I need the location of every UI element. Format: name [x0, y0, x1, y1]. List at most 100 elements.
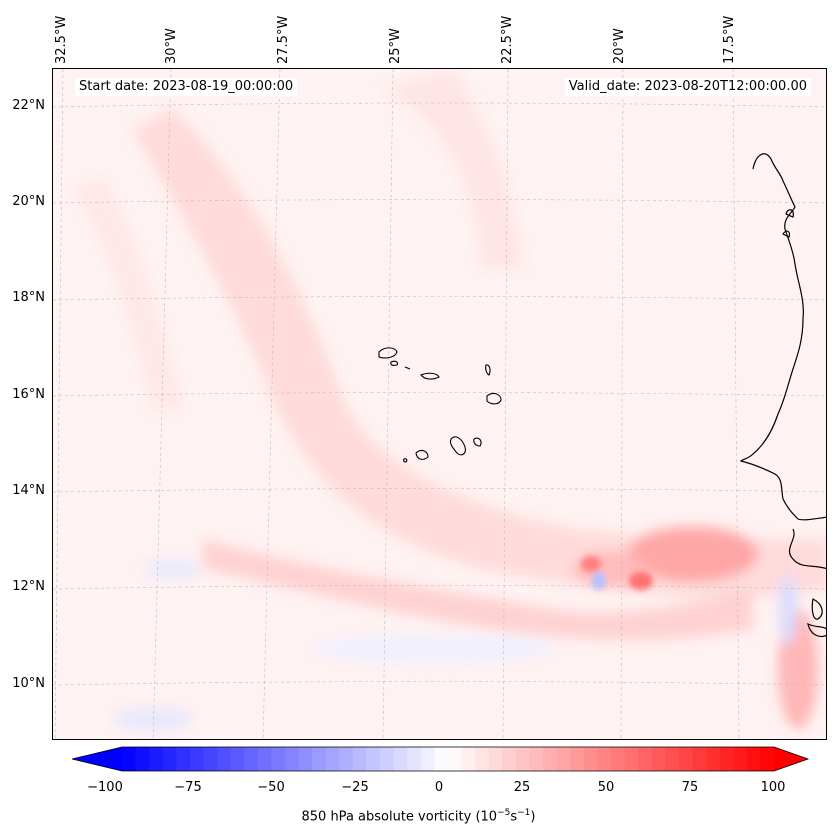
vorticity-band-nw: [133, 109, 826, 598]
lon-label-30w: 30°W: [164, 28, 179, 64]
vorticity-peak-b: [581, 556, 601, 572]
vorticity-map: [53, 69, 826, 739]
colorbar-segment: [692, 747, 707, 771]
colorbar-segment: [624, 747, 639, 771]
island-sao-nicolau: [420, 372, 440, 380]
colorbar-segment: [122, 747, 137, 771]
valid-date-label: Valid_date: 2023-08-20T12:00:00.00: [564, 78, 811, 96]
colorbar-segment: [678, 747, 694, 771]
lat-label-22n: 22°N: [12, 98, 45, 113]
colorbar-segment: [706, 747, 721, 771]
lat-label-10n: 10°N: [12, 676, 45, 691]
island-maio: [473, 437, 482, 447]
vorticity-band-west: [73, 179, 183, 409]
colorbar-segment: [189, 747, 205, 771]
colorbar-segment: [515, 747, 531, 771]
lon-label-27-5w: 27.5°W: [276, 15, 291, 64]
colorbar-tick-100: 100: [760, 780, 786, 795]
colorbar-tick-0: 0: [434, 780, 444, 795]
negative-vorticity-far-south: [113, 707, 193, 731]
gridlines: [53, 69, 826, 739]
vorticity-band-north: [383, 69, 523, 269]
colorbar-segment: [325, 747, 340, 771]
lon-label-20w: 20°W: [612, 28, 627, 64]
colorbar-segment: [448, 747, 463, 771]
lon-label-22-5w: 22.5°W: [500, 15, 515, 64]
island-boa-vista: [486, 392, 502, 405]
colorbar-segment: [339, 747, 354, 771]
colorbar-segment: [162, 747, 177, 771]
lat-label-14n: 14°N: [12, 483, 45, 498]
colorbar-segment: [271, 747, 286, 771]
colorbar-segment: [135, 747, 150, 771]
coastline: [739, 153, 826, 638]
colorbar-low-arrow: [72, 747, 122, 771]
colorbar-segment: [611, 747, 626, 771]
colorbar-segment: [461, 747, 476, 771]
colorbar-segment: [529, 747, 544, 771]
colorbar-segment: [203, 747, 218, 771]
colorbar-segment: [488, 747, 503, 771]
colorbar-tick-75: 75: [681, 780, 699, 795]
colorbar-tick-25: 25: [513, 780, 531, 795]
start-date-label: Start date: 2023-08-19_00:00:00: [75, 78, 298, 96]
colorbar-high-arrow: [774, 747, 808, 771]
vorticity-core-east: [628, 526, 758, 582]
colorbar-segment: [420, 747, 436, 771]
negative-vorticity-south: [313, 635, 553, 663]
lon-label-17-5w: 17.5°W: [722, 15, 737, 64]
colorbar-segment: [556, 747, 571, 771]
colorbar-tick-50: 50: [597, 780, 615, 795]
vorticity-peak-a: [629, 572, 653, 590]
negative-vorticity-coast: [778, 574, 798, 644]
colorbar-tick-minus-100: −100: [87, 780, 123, 795]
island-sal: [485, 364, 491, 376]
colorbar-outline: [71, 746, 810, 772]
colorbar-segment: [583, 747, 599, 771]
coastline-africa: [739, 153, 826, 521]
island-brava: [403, 458, 408, 463]
colorbar-segment: [719, 747, 734, 771]
negative-vorticity-peak: [592, 572, 606, 590]
vorticity-band-south: [203, 539, 753, 640]
colorbar-segment: [244, 747, 259, 771]
colorbar-segment: [285, 747, 300, 771]
colorbar-tick-minus-25: −25: [341, 780, 369, 795]
colorbar-segments: [122, 747, 775, 771]
colorbar-segment: [638, 747, 653, 771]
colorbar-segment: [733, 747, 748, 771]
colorbar-segment: [760, 747, 775, 771]
colorbar-segment: [393, 747, 408, 771]
colorbar-segment: [475, 747, 490, 771]
colorbar-segment: [570, 747, 585, 771]
colorbar-label: 850 hPa absolute vorticity (10−5s−1): [301, 808, 536, 825]
colorbar-segment: [380, 747, 395, 771]
island-sao-vicente: [390, 360, 399, 366]
colorbar-segment: [543, 747, 558, 771]
colorbar-segment: [352, 747, 368, 771]
colorbar-segment: [366, 747, 381, 771]
colorbar-tick-minus-75: −75: [174, 780, 202, 795]
colorbar: [71, 746, 810, 772]
lat-label-12n: 12°N: [12, 579, 45, 594]
island-santiago: [449, 436, 466, 456]
colorbar-segment: [434, 747, 449, 771]
lon-label-25w: 25°W: [388, 28, 403, 64]
colorbar-segment: [217, 747, 232, 771]
lat-label-16n: 16°N: [12, 387, 45, 402]
colorbar-segment: [502, 747, 517, 771]
colorbar-segment: [407, 747, 422, 771]
colorbar-segment: [298, 747, 313, 771]
colorbar-segment: [665, 747, 680, 771]
colorbar-segment: [597, 747, 612, 771]
island-santa-luzia: [404, 366, 411, 370]
colorbar-segment: [746, 747, 762, 771]
negative-vorticity-sw: [143, 559, 203, 579]
island-fogo: [415, 449, 429, 460]
colorbar-segment: [257, 747, 273, 771]
lat-label-20n: 20°N: [12, 194, 45, 209]
lon-label-32-5w: 32.5°W: [54, 15, 69, 64]
vorticity-field: [73, 69, 826, 731]
colorbar-segment: [312, 747, 327, 771]
island-santo-antao: [378, 347, 398, 359]
